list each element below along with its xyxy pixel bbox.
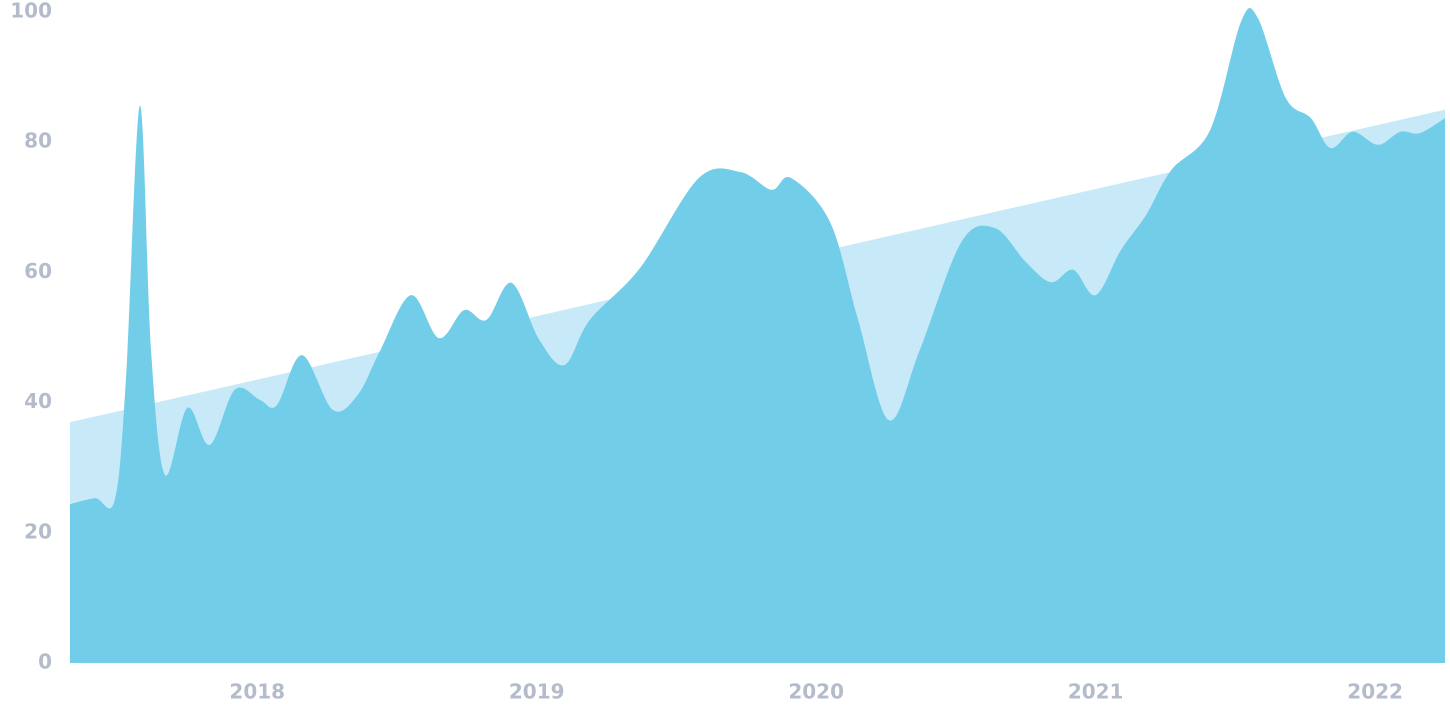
x-tick-label: 2022	[1347, 680, 1403, 704]
y-tick-label: 40	[24, 389, 52, 413]
y-tick-label: 80	[24, 129, 52, 153]
x-tick-label: 2021	[1068, 680, 1124, 704]
y-tick-label: 20	[24, 519, 52, 543]
x-tick-label: 2018	[229, 680, 285, 704]
y-tick-label: 60	[24, 259, 52, 283]
y-tick-label: 0	[38, 650, 52, 674]
x-tick-label: 2019	[509, 680, 565, 704]
y-tick-label: 100	[10, 0, 52, 23]
area	[70, 8, 1445, 664]
x-tick-label: 2020	[788, 680, 844, 704]
